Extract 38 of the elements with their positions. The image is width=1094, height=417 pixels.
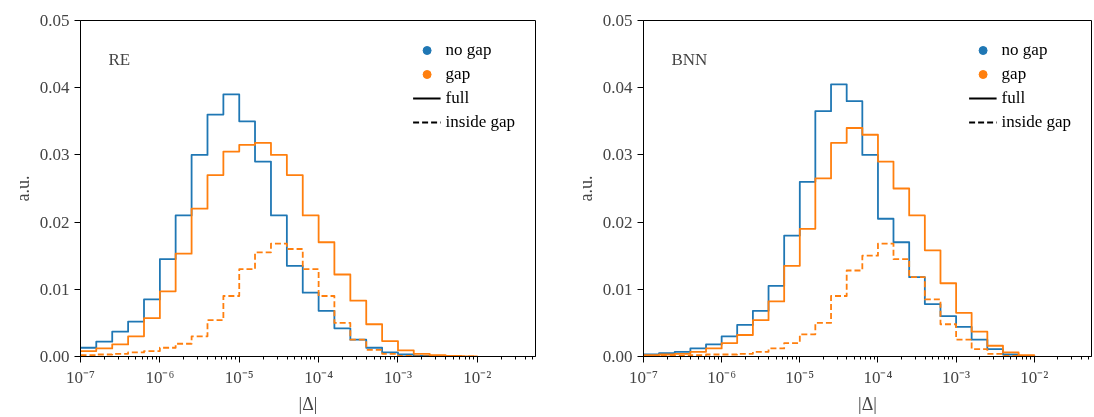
annotation: full bbox=[1001, 88, 1026, 108]
annotation: BNN bbox=[671, 49, 708, 69]
y-tick-label: 0.02 bbox=[602, 212, 633, 232]
y-tick-label: 0.04 bbox=[39, 78, 70, 98]
x-axis-title: |Δ| bbox=[858, 393, 877, 414]
y-tick-label: 0.05 bbox=[602, 11, 633, 30]
legend-label: gap bbox=[1001, 64, 1027, 84]
annotation: RE bbox=[108, 49, 131, 69]
y-axis-title: a.u. bbox=[12, 175, 33, 202]
annotation: inside gap bbox=[445, 112, 515, 132]
legend-label: no gap bbox=[445, 40, 492, 60]
x-tick-label: 10⁻⁵ bbox=[785, 367, 815, 387]
x-tick-label: 10⁻² bbox=[1020, 367, 1049, 387]
y-tick-label: 0.03 bbox=[602, 145, 633, 165]
y-tick-label: 0.02 bbox=[39, 212, 70, 232]
annotation: full bbox=[445, 88, 470, 108]
x-tick-label: 10⁻⁷ bbox=[66, 367, 96, 387]
y-axis-title: a.u. bbox=[575, 175, 596, 202]
y-tick-label: 0.01 bbox=[39, 279, 70, 299]
x-tick-label: 10⁻⁶ bbox=[707, 367, 737, 387]
x-tick-label: 10⁻³ bbox=[383, 367, 413, 387]
x-tick-label: 10⁻³ bbox=[942, 367, 971, 387]
x-tick-label: 10⁻⁴ bbox=[304, 367, 334, 387]
x-tick-label: 10⁻⁷ bbox=[629, 367, 659, 387]
x-tick-label: 10⁻⁵ bbox=[224, 367, 254, 387]
y-tick-label: 0.04 bbox=[602, 78, 633, 98]
legend-label: gap bbox=[445, 64, 471, 84]
y-tick-label: 0.03 bbox=[39, 145, 70, 165]
legend-label: no gap bbox=[1001, 40, 1048, 60]
y-tick-label: 0.00 bbox=[39, 347, 70, 366]
y-tick-label: 0.05 bbox=[39, 11, 70, 30]
x-axis-title: |Δ| bbox=[298, 393, 318, 414]
x-tick-label: 10⁻⁶ bbox=[145, 367, 175, 387]
x-tick-label: 10⁻² bbox=[463, 367, 492, 387]
y-tick-label: 0.01 bbox=[602, 279, 633, 299]
x-tick-label: 10⁻⁴ bbox=[863, 367, 893, 387]
annotation: inside gap bbox=[1001, 112, 1071, 132]
y-tick-label: 0.00 bbox=[602, 347, 633, 366]
